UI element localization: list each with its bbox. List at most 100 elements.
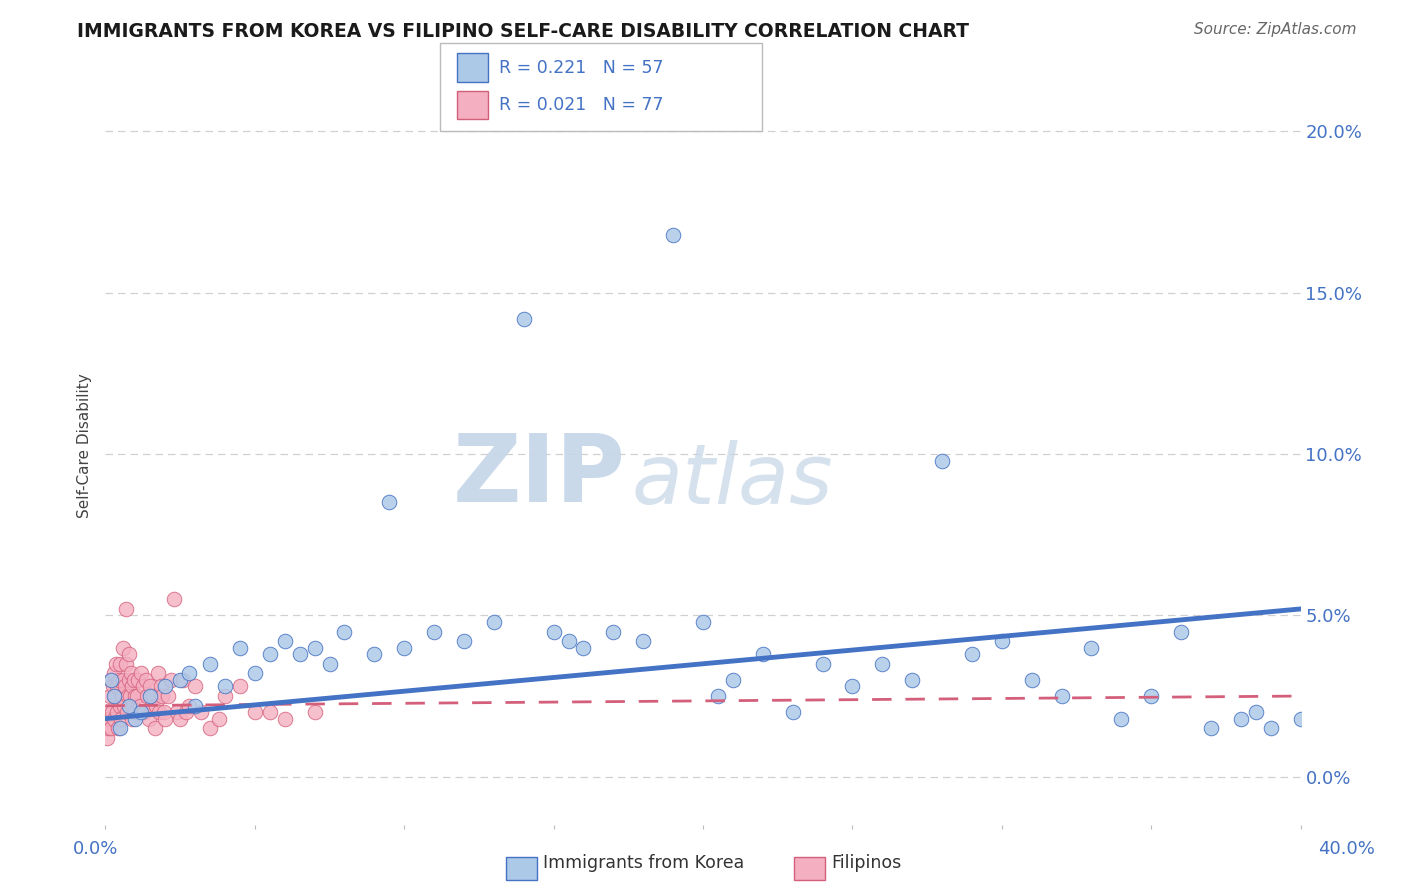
Point xyxy=(129,666,153,681)
Point xyxy=(134,705,156,719)
Text: R = 0.021   N = 77: R = 0.021 N = 77 xyxy=(499,96,664,114)
Point xyxy=(229,679,252,693)
Point xyxy=(121,679,143,693)
Point xyxy=(392,640,416,655)
Point xyxy=(103,689,125,703)
Point xyxy=(1140,689,1163,703)
Point xyxy=(160,673,183,687)
Point xyxy=(124,689,146,703)
Point xyxy=(198,721,221,735)
Point xyxy=(122,698,145,713)
Point xyxy=(259,647,281,661)
Point xyxy=(103,712,125,726)
Point xyxy=(960,647,983,661)
Point xyxy=(153,679,177,693)
Point xyxy=(101,679,124,693)
Point xyxy=(572,640,595,655)
Point xyxy=(105,705,128,719)
Point xyxy=(333,624,356,639)
Point xyxy=(145,698,167,713)
Point xyxy=(100,673,122,687)
Point xyxy=(177,666,200,681)
Point xyxy=(100,673,122,687)
Point xyxy=(721,673,744,687)
Point xyxy=(662,227,685,242)
Point xyxy=(841,679,863,693)
Text: Immigrants from Korea: Immigrants from Korea xyxy=(543,855,744,872)
Point xyxy=(1021,673,1043,687)
Point xyxy=(98,689,121,703)
Point xyxy=(751,647,773,661)
Point xyxy=(120,666,142,681)
Point xyxy=(931,453,953,467)
Point xyxy=(198,657,221,671)
Point xyxy=(378,495,401,509)
Point xyxy=(184,679,207,693)
Point xyxy=(138,712,160,726)
Point xyxy=(139,689,162,703)
Point xyxy=(169,712,191,726)
Point xyxy=(1111,712,1133,726)
Point xyxy=(139,679,162,693)
Point xyxy=(811,657,834,671)
Point xyxy=(152,705,174,719)
Point xyxy=(108,673,131,687)
Point xyxy=(125,689,148,703)
Point xyxy=(98,712,121,726)
Point xyxy=(110,657,132,671)
Point xyxy=(136,689,159,703)
Point xyxy=(166,705,188,719)
Point xyxy=(273,634,295,648)
Point xyxy=(304,705,326,719)
Point xyxy=(901,673,924,687)
Point xyxy=(157,689,180,703)
Point xyxy=(114,657,136,671)
Point xyxy=(692,615,714,629)
Point xyxy=(872,657,894,671)
Point xyxy=(707,689,730,703)
Point xyxy=(990,634,1012,648)
Point xyxy=(423,624,446,639)
Text: atlas: atlas xyxy=(631,440,832,521)
Text: 0.0%: 0.0% xyxy=(73,840,118,858)
Text: Source: ZipAtlas.com: Source: ZipAtlas.com xyxy=(1194,22,1357,37)
Point xyxy=(172,673,194,687)
Text: IMMIGRANTS FROM KOREA VS FILIPINO SELF-CARE DISABILITY CORRELATION CHART: IMMIGRANTS FROM KOREA VS FILIPINO SELF-C… xyxy=(77,22,969,41)
Point xyxy=(96,731,118,745)
Point xyxy=(110,712,132,726)
Point xyxy=(128,698,150,713)
Point xyxy=(124,705,146,719)
Point xyxy=(107,679,129,693)
Point xyxy=(107,721,129,735)
Point xyxy=(114,679,136,693)
Point xyxy=(363,647,385,661)
Point xyxy=(153,712,177,726)
Point xyxy=(108,698,131,713)
Point xyxy=(169,673,191,687)
Point xyxy=(112,640,135,655)
Text: ZIP: ZIP xyxy=(453,430,626,523)
Point xyxy=(118,689,141,703)
Point xyxy=(602,624,624,639)
Point xyxy=(557,634,579,648)
Point xyxy=(174,705,197,719)
Point xyxy=(214,679,236,693)
Point xyxy=(112,698,135,713)
Point xyxy=(453,634,475,648)
Point xyxy=(118,698,141,713)
Text: Filipinos: Filipinos xyxy=(831,855,901,872)
Point xyxy=(190,705,212,719)
Point xyxy=(1229,712,1251,726)
Point xyxy=(111,673,134,687)
Y-axis label: Self-Care Disability: Self-Care Disability xyxy=(77,374,93,518)
Point xyxy=(208,712,231,726)
Point xyxy=(214,689,236,703)
Point xyxy=(177,698,200,713)
Point xyxy=(129,705,153,719)
Point xyxy=(288,647,311,661)
Point xyxy=(243,666,266,681)
Point xyxy=(304,640,326,655)
Point xyxy=(543,624,565,639)
Point xyxy=(122,673,145,687)
Point xyxy=(150,689,173,703)
